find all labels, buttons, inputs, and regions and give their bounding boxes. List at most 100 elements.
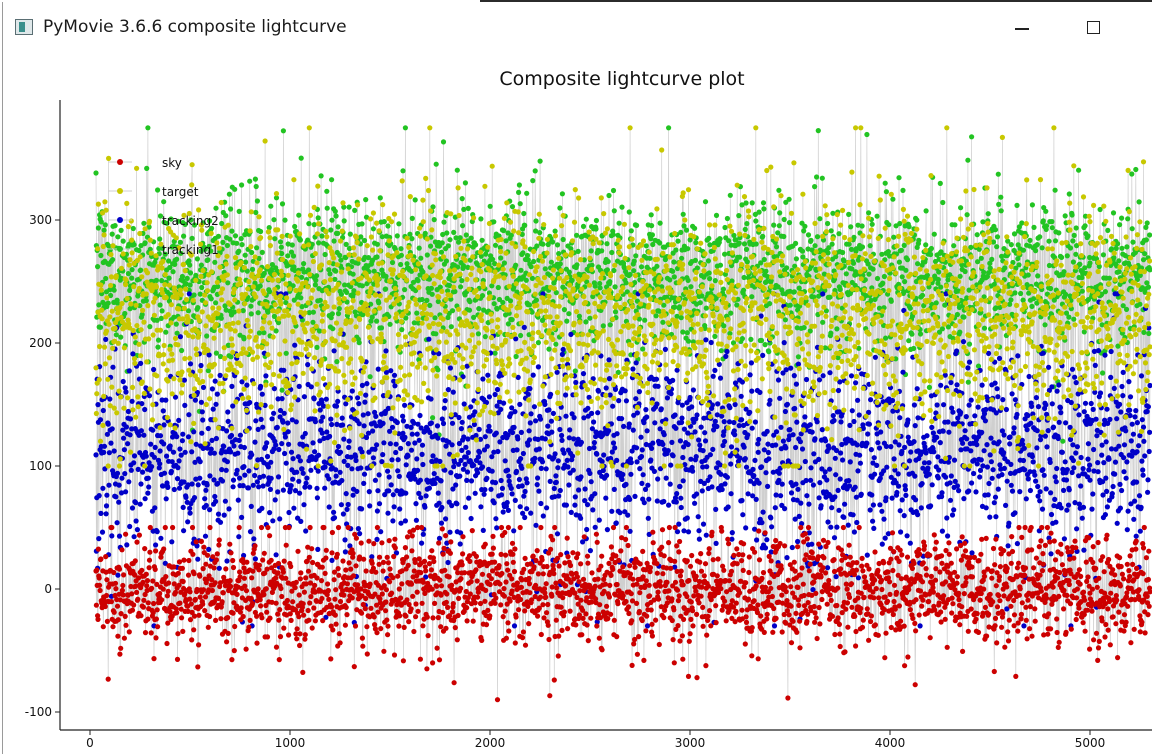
point-tracking2	[985, 492, 991, 498]
point-tracking1	[127, 287, 133, 293]
point-tracking2	[668, 462, 674, 468]
point-tracking2	[625, 512, 631, 518]
point-tracking2	[637, 466, 643, 472]
point-tracking2	[707, 452, 714, 458]
point-tracking2	[212, 493, 218, 500]
point-tracking1	[1035, 273, 1041, 279]
minimize-button[interactable]	[1001, 10, 1045, 46]
point-tracking1	[801, 325, 807, 331]
title-bar[interactable]: PyMovie 3.6.6 composite lightcurve	[3, 2, 1152, 52]
point-tracking1	[1110, 210, 1117, 216]
point-tracking1	[329, 311, 335, 317]
point-tracking2	[395, 457, 401, 463]
point-tracking2	[740, 512, 746, 518]
point-tracking2	[260, 483, 266, 489]
point-tracking1	[649, 223, 655, 229]
point-tracking2	[258, 416, 264, 422]
point-tracking1	[612, 309, 619, 315]
point-tracking2	[286, 441, 292, 447]
point-tracking1	[720, 286, 727, 292]
point-tracking2	[272, 497, 278, 503]
point-tracking2	[197, 459, 203, 465]
point-tracking2	[611, 486, 617, 492]
point-tracking1	[1008, 242, 1014, 248]
point-tracking2	[692, 500, 698, 506]
point-tracking1	[453, 235, 459, 241]
point-tracking2	[591, 419, 597, 425]
point-tracking2	[879, 508, 885, 514]
point-tracking1	[177, 239, 183, 245]
point-tracking1	[120, 238, 126, 244]
point-tracking2	[554, 531, 561, 537]
point-tracking2	[269, 416, 275, 422]
point-tracking2	[128, 467, 134, 473]
point-tracking1	[161, 199, 167, 205]
point-tracking2	[498, 492, 505, 498]
point-tracking2	[951, 507, 957, 513]
point-tracking1	[225, 280, 231, 286]
point-tracking1	[1062, 213, 1068, 219]
point-tracking2	[290, 456, 296, 462]
point-tracking2	[1035, 404, 1042, 410]
point-tracking2	[664, 395, 671, 401]
point-tracking2	[359, 449, 365, 455]
point-tracking1	[492, 242, 499, 248]
point-tracking2	[872, 471, 878, 477]
point-tracking1	[741, 287, 747, 293]
point-tracking2	[782, 408, 789, 415]
point-tracking2	[830, 413, 836, 419]
point-tracking2	[962, 428, 968, 434]
point-tracking1	[228, 354, 234, 360]
point-tracking1	[828, 228, 834, 234]
point-tracking2	[819, 427, 825, 433]
point-tracking2	[645, 482, 651, 488]
point-tracking1	[1033, 248, 1039, 254]
point-tracking2	[531, 404, 538, 410]
point-tracking2	[954, 348, 960, 354]
point-tracking2	[258, 383, 264, 389]
point-tracking2	[131, 534, 137, 540]
point-tracking2	[723, 353, 729, 359]
maximize-button[interactable]	[1071, 10, 1115, 46]
point-tracking2	[420, 461, 426, 468]
point-tracking2	[357, 531, 363, 537]
point-tracking2	[825, 565, 831, 571]
point-tracking2	[528, 510, 534, 516]
point-tracking1	[793, 240, 799, 246]
point-tracking2	[678, 495, 684, 501]
point-tracking2	[486, 423, 492, 429]
point-tracking2	[738, 393, 744, 399]
point-tracking1	[671, 274, 677, 280]
point-tracking2	[784, 401, 791, 407]
point-tracking1	[954, 311, 961, 318]
point-tracking2	[1014, 411, 1020, 418]
point-tracking2	[197, 475, 203, 481]
point-tracking2	[130, 351, 136, 357]
point-tracking2	[660, 441, 666, 447]
point-tracking1	[1144, 220, 1150, 226]
point-tracking2	[781, 340, 787, 346]
point-tracking1	[96, 302, 102, 308]
point-tracking2	[127, 416, 134, 422]
point-tracking1	[273, 328, 279, 334]
point-tracking2	[704, 464, 710, 470]
point-tracking2	[150, 427, 156, 433]
point-tracking2	[202, 533, 209, 539]
point-tracking2	[428, 420, 434, 426]
point-tracking2	[1048, 511, 1055, 518]
point-tracking1	[799, 248, 806, 254]
point-tracking2	[816, 495, 822, 501]
point-tracking2	[229, 383, 235, 389]
point-tracking1	[322, 251, 328, 258]
point-tracking1	[213, 205, 219, 211]
point-tracking1	[749, 200, 755, 206]
point-tracking2	[96, 493, 102, 499]
point-tracking1	[744, 221, 750, 227]
point-tracking2	[361, 471, 368, 477]
point-tracking2	[116, 482, 122, 488]
point-tracking1	[396, 221, 402, 227]
point-tracking2	[189, 449, 195, 455]
point-tracking1	[376, 300, 382, 306]
point-tracking1	[223, 213, 229, 219]
